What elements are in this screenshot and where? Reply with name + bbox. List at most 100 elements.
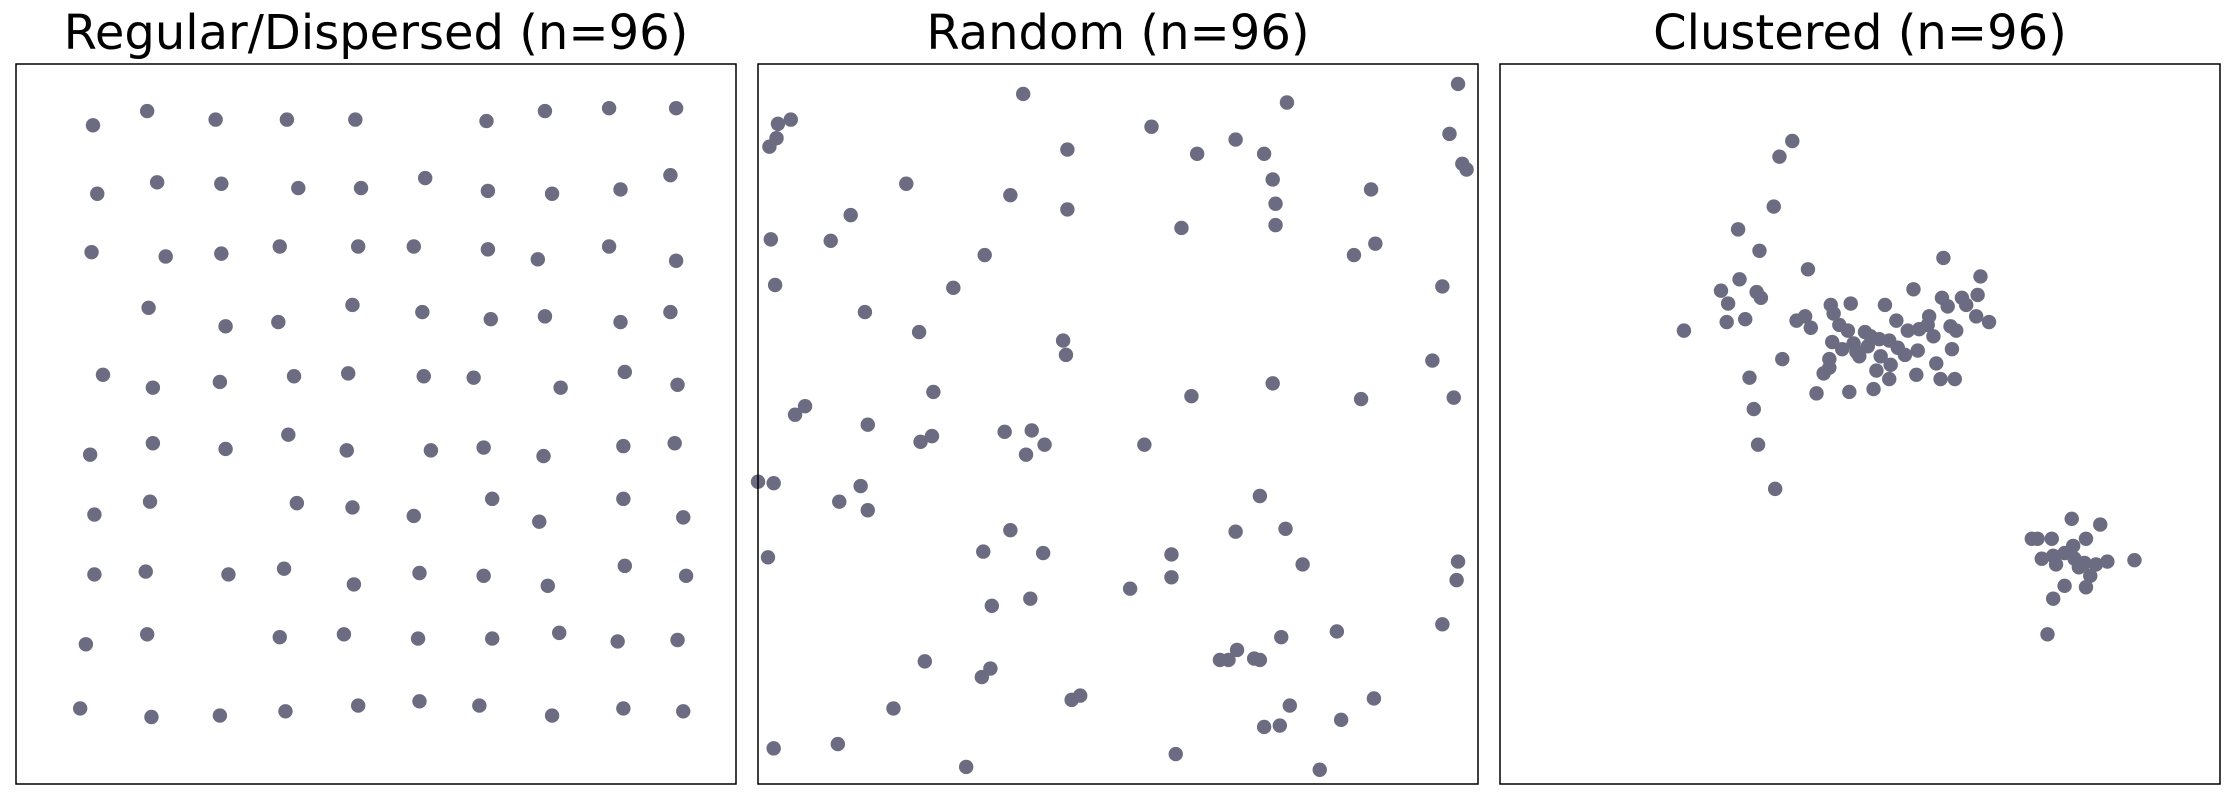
panel-title: Clustered (n=96) xyxy=(1653,5,2067,61)
point xyxy=(348,112,363,127)
point xyxy=(617,558,632,574)
point xyxy=(1940,299,1955,314)
point xyxy=(767,277,783,293)
point xyxy=(830,736,846,752)
point xyxy=(1278,521,1293,536)
point xyxy=(346,577,362,592)
point xyxy=(1869,363,1884,378)
point xyxy=(613,182,628,197)
point xyxy=(2127,552,2142,568)
panel: Random (n=96) xyxy=(750,5,1479,785)
point xyxy=(271,314,286,330)
point xyxy=(946,280,961,296)
point xyxy=(1353,391,1369,407)
point xyxy=(1279,95,1295,110)
point xyxy=(540,578,556,594)
point xyxy=(678,568,694,584)
point xyxy=(84,244,99,260)
point xyxy=(218,441,233,457)
point xyxy=(670,632,685,648)
point xyxy=(1909,367,1924,383)
point xyxy=(663,168,678,183)
point xyxy=(2088,557,2104,572)
point xyxy=(145,380,161,395)
point xyxy=(997,424,1012,440)
point xyxy=(984,598,1000,613)
point xyxy=(1789,313,1804,328)
point xyxy=(663,304,678,320)
point xyxy=(1981,314,1997,330)
point xyxy=(141,300,156,316)
point xyxy=(1947,371,1963,387)
point xyxy=(668,253,684,268)
point xyxy=(1459,162,1474,177)
point xyxy=(1366,691,1382,706)
point xyxy=(149,175,165,190)
point xyxy=(766,475,781,491)
point xyxy=(1450,76,1466,92)
point xyxy=(406,508,421,524)
point xyxy=(1435,617,1450,632)
point xyxy=(532,514,547,529)
point xyxy=(85,118,101,133)
point xyxy=(1268,217,1283,233)
point xyxy=(1003,523,1018,538)
point xyxy=(1333,712,1349,728)
point xyxy=(2040,627,2055,642)
point xyxy=(1866,381,1881,397)
point xyxy=(1268,196,1283,211)
point xyxy=(278,704,293,719)
point xyxy=(1803,320,1819,335)
point xyxy=(1944,341,1960,357)
point xyxy=(1959,297,1974,313)
point xyxy=(1174,220,1189,236)
panel: Regular/Dispersed (n=96) xyxy=(15,5,737,785)
point xyxy=(616,491,631,507)
point xyxy=(336,627,352,642)
point xyxy=(1910,343,1925,358)
point xyxy=(289,495,305,511)
point xyxy=(958,759,974,775)
point xyxy=(1800,262,1816,277)
point xyxy=(2078,580,2094,595)
point xyxy=(87,567,102,582)
point xyxy=(857,304,873,320)
point xyxy=(1973,269,1988,284)
point xyxy=(158,249,173,264)
point xyxy=(139,627,155,642)
point xyxy=(1860,339,1876,354)
point xyxy=(2024,531,2040,546)
point xyxy=(676,510,691,525)
point xyxy=(1229,642,1245,658)
point xyxy=(2045,591,2061,606)
panel: Clustered (n=96) xyxy=(1499,5,2221,785)
point xyxy=(1274,629,1289,645)
point xyxy=(145,436,161,451)
panel-frame xyxy=(757,63,1479,785)
point xyxy=(1144,119,1159,134)
point xyxy=(466,370,481,385)
point xyxy=(350,698,366,713)
point xyxy=(138,564,153,579)
point xyxy=(1752,243,1767,258)
point xyxy=(1363,182,1379,197)
point xyxy=(214,176,229,191)
point xyxy=(770,116,786,132)
point xyxy=(832,494,847,509)
point xyxy=(1921,309,1937,324)
point xyxy=(1897,347,1913,363)
point xyxy=(1450,554,1466,569)
point xyxy=(617,364,632,380)
point xyxy=(1265,376,1280,391)
point xyxy=(1256,719,1272,735)
point xyxy=(667,436,682,451)
point xyxy=(2078,531,2094,546)
point xyxy=(610,634,625,649)
point xyxy=(552,625,567,641)
point xyxy=(281,427,296,442)
point xyxy=(1873,349,1888,364)
point xyxy=(860,417,875,432)
point xyxy=(616,701,631,716)
point xyxy=(1849,344,1864,360)
point xyxy=(72,701,88,716)
